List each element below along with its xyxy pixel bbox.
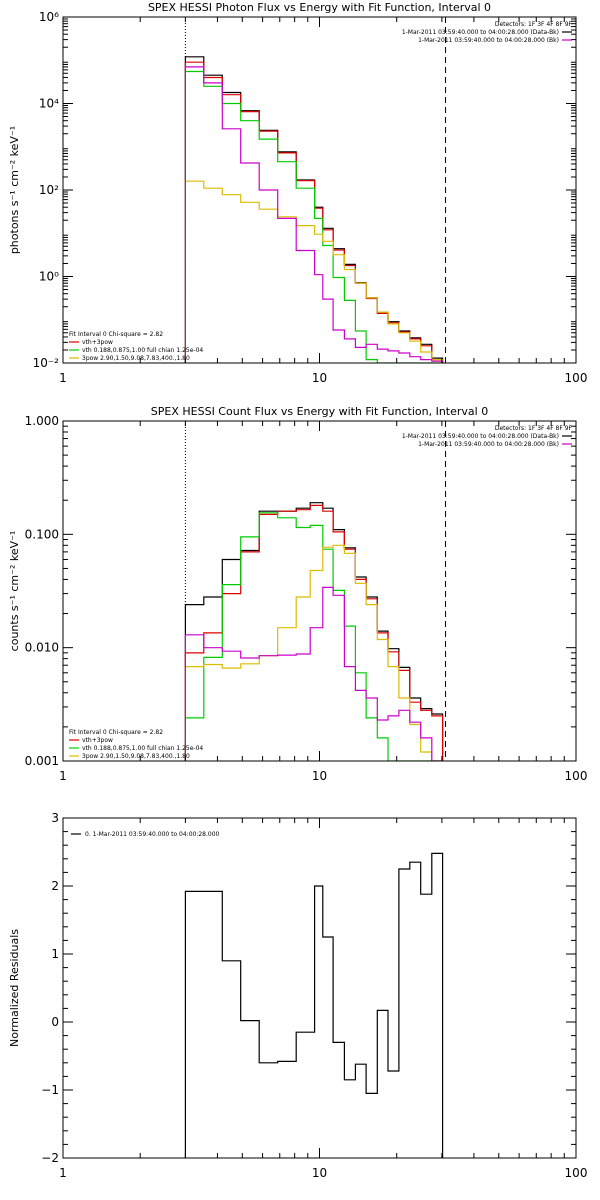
plot-area [184, 421, 447, 761]
x-tick-label: 100 [565, 1166, 588, 1180]
detectors-label: Detectors: 1F 3F 4F 8F 9F [495, 21, 573, 28]
series-3pow-line [184, 180, 444, 363]
plot-frame [62, 420, 577, 762]
y-axis-label: counts s⁻¹ cm⁻² keV⁻¹ [8, 531, 21, 652]
chart-panel-3: Normalized Residuals 1 10 100 −2 −1 0 1 2 3 0. 1-M… [8, 811, 587, 1180]
series-vth-3pow-line [184, 504, 444, 761]
x-tick-label: 10 [312, 769, 327, 783]
legend-entry: 1-Mar-2011 03:59:40.000 to 04:00:28.000 … [402, 433, 559, 440]
y-tick-label: 0.001 [25, 754, 59, 768]
y-tick-label: 10⁰ [39, 270, 59, 284]
legend-entry: 1-Mar-2011 03:59:40.000 to 04:00:28.000 … [418, 37, 559, 44]
chart-title: SPEX HESSI Photon Flux vs Energy with Fi… [148, 1, 491, 14]
fit-legend-entry: vth+3pow [82, 339, 113, 346]
series-vth-line [184, 70, 443, 363]
plot-frame [62, 817, 577, 1159]
fit-legend-entry: vth+3pow [82, 737, 113, 744]
y-tick-label: 10⁻² [33, 356, 60, 370]
series-data-bk-line [184, 502, 444, 761]
fit-legend-entry: vth 0.188,0.875,1.00 full chian 1.25e-04 [82, 347, 203, 354]
series-3pow-line [184, 544, 443, 761]
y-tick-label: 3 [51, 811, 59, 825]
series-vth-line [184, 512, 443, 761]
y-tick-label: 10² [39, 183, 59, 197]
fit-legend-entry: vth 0.188,0.875,1.00 full chian 1.25e-04 [82, 745, 203, 752]
legend-entry: 0. 1-Mar-2011 03:59:40.000 to 04:00:28.0… [85, 831, 220, 838]
chart-panel-2: SPEX HESSI Count Flux vs Energy with Fit… [8, 405, 587, 783]
detectors-label: Detectors: 1F 3F 4F 8F 9F [495, 425, 573, 432]
y-tick-label: 1 [51, 947, 59, 961]
fit-legend-entry: 3pow 2.90,1.50,9.08,7.83,400.,1.80 [82, 355, 190, 362]
series-residuals-line [184, 852, 444, 1158]
y-tick-label: 0 [51, 1015, 59, 1029]
x-tick-label: 1 [59, 769, 67, 783]
y-tick-label: 2 [51, 879, 59, 893]
fit-legend-entry: 3pow 2.90,1.50,9.08,7.83,400.,1.80 [82, 753, 190, 760]
plot-frame [62, 16, 577, 364]
x-tick-label: 1 [59, 371, 67, 385]
series-bk-line [184, 586, 443, 761]
series-bk-line [184, 66, 444, 363]
y-tick-label: −2 [41, 1151, 59, 1165]
plot-area [184, 17, 447, 363]
y-tick-label: 1.000 [25, 414, 59, 428]
x-tick-label: 100 [565, 769, 588, 783]
y-tick-label: 0.100 [25, 527, 59, 541]
fit-legend-entry: Fit Interval 0 Chi-square = 2.82 [69, 729, 163, 736]
fit-legend-entry: Fit Interval 0 Chi-square = 2.82 [69, 331, 163, 338]
legend-entry: 1-Mar-2011 03:59:40.000 to 04:00:28.000 … [418, 441, 559, 448]
y-tick-label: 10⁶ [39, 10, 59, 24]
y-axis-label: photons s⁻¹ cm⁻² keV⁻¹ [8, 126, 21, 254]
chart-panel-1: SPEX HESSI Photon Flux vs Energy with Fi… [8, 1, 587, 385]
chart-title: SPEX HESSI Count Flux vs Energy with Fit… [151, 405, 488, 418]
x-tick-label: 10 [312, 371, 327, 385]
y-tick-label: 10⁴ [39, 97, 59, 111]
y-axis-label: Normalized Residuals [8, 929, 21, 1047]
legend-entry: 1-Mar-2011 03:59:40.000 to 04:00:28.000 … [402, 29, 559, 36]
plot-area [184, 852, 444, 1158]
y-tick-label: 0.010 [25, 641, 59, 655]
x-tick-label: 1 [59, 1166, 67, 1180]
y-tick-label: −1 [41, 1083, 59, 1097]
x-tick-label: 10 [312, 1166, 327, 1180]
x-tick-label: 100 [565, 371, 588, 385]
